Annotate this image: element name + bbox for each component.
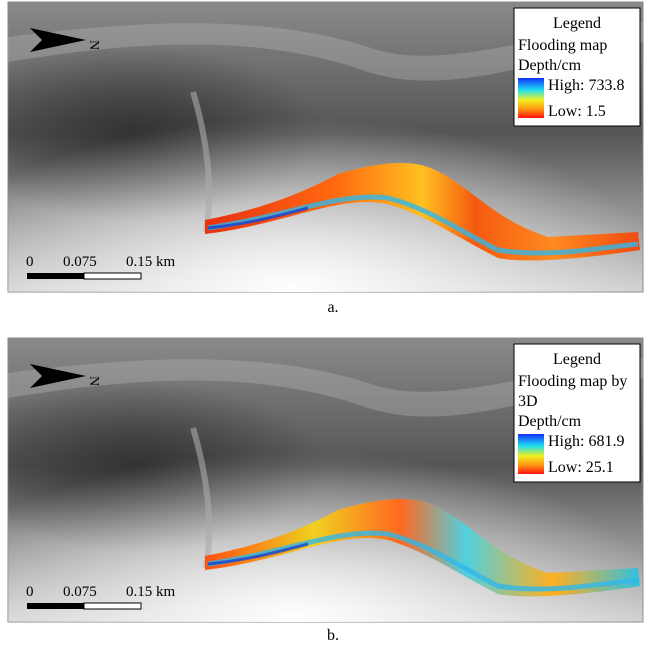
north-arrow [30,28,86,52]
flood-deep [207,542,309,566]
scale-label: 0.15 km [126,254,176,270]
north-label: N [86,40,101,50]
flood-channel [207,530,639,592]
road [190,91,213,233]
map-panel: N 0 0.075 0.15 km Legend Flooding map Depth/cm… [7,1,644,293]
legend: Legend Flooding map by 3D Depth/cm High: 681… [513,343,641,483]
scale-label: 0 [26,254,34,270]
terrain-ridge [8,22,643,81]
legend-ramp [518,78,544,118]
legend-low: Low: 1.5 [548,103,606,120]
legend: Legend Flooding map Depth/cm High: 733.8 Low… [513,7,641,127]
legend-line: Flooding map [518,37,607,54]
legend-line: 3D [518,393,538,410]
scale-label: 0.075 [63,254,97,270]
scale-bar-black [27,603,84,609]
scale-label: 0 [26,584,34,600]
flood-channel [207,194,639,256]
caption: b. [327,627,339,644]
north-arrow [30,364,86,388]
legend-line: Depth/cm [518,413,582,430]
terrain-ridge [8,358,643,417]
legend-high: High: 733.8 [548,77,624,94]
scale-bar-white [83,272,142,280]
legend-high: High: 681.9 [548,433,624,450]
legend-ramp [518,434,544,474]
scale-bar-black [27,273,84,279]
legend-line: Depth/cm [518,57,582,74]
legend-line: Flooding map by [518,373,627,390]
legend-title: Legend [553,351,601,368]
scale-bar-white [83,602,142,610]
legend-title: Legend [553,15,601,32]
north-label: N [86,376,101,386]
scale-label: 0.15 km [126,584,176,600]
map-panel: N 0 0.075 0.15 km Legend Flooding map by 3D Dep… [7,337,644,623]
flood-deep [207,206,309,230]
scale-label: 0.075 [63,584,97,600]
legend-low: Low: 25.1 [548,459,614,476]
caption: a. [327,299,338,316]
road [190,427,213,569]
